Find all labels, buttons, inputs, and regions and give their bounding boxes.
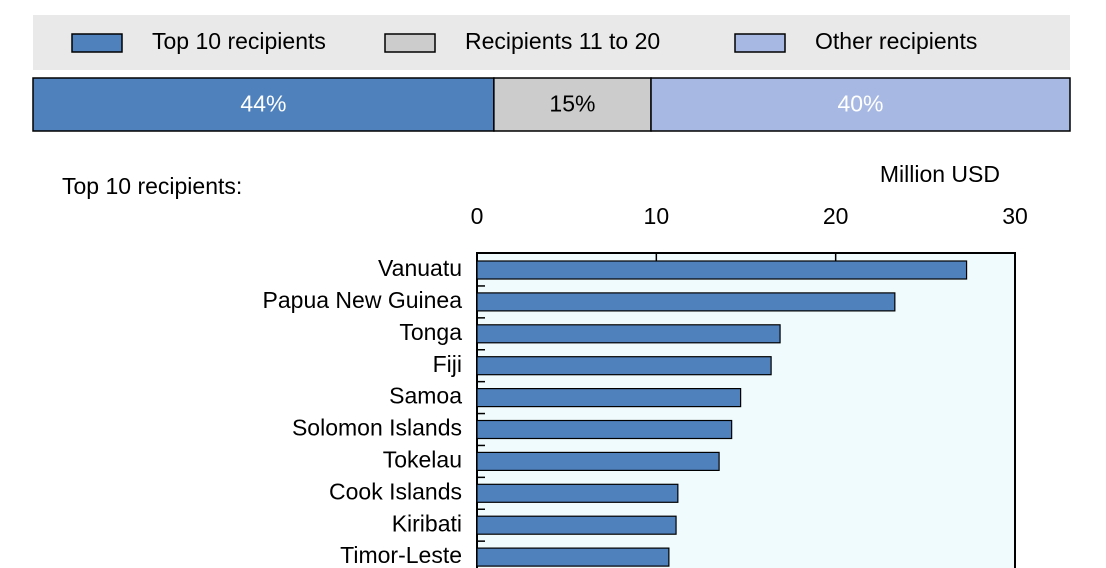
legend-label: Recipients 11 to 20 [465, 28, 660, 54]
y-tick-label: Cook Islands [329, 478, 462, 504]
x-tick-label: 20 [823, 203, 849, 229]
bar [476, 292, 896, 312]
y-tick-label: Solomon Islands [292, 415, 462, 441]
share-segment [650, 77, 1071, 132]
y-tick-label: Fiji [433, 351, 462, 377]
y-tick-label: Kiribati [392, 510, 462, 536]
x-tick-label: 30 [1002, 203, 1028, 229]
y-tick-label: Papua New Guinea [263, 287, 463, 313]
axis-label: Million USD [880, 161, 1000, 187]
bar [476, 419, 733, 440]
bar [476, 515, 677, 535]
legend-label: Top 10 recipients [152, 28, 326, 54]
bar [476, 451, 720, 471]
bar [476, 388, 742, 408]
segment-label: 15% [549, 91, 595, 117]
y-tick-label: Tonga [399, 319, 462, 345]
chart-title: Top 10 recipients: [62, 173, 242, 199]
share-segment [32, 77, 495, 132]
legend-label: Other recipients [815, 28, 977, 54]
x-tick-label: 0 [471, 203, 484, 229]
share-segment [493, 77, 652, 132]
bar [476, 547, 670, 567]
legend-swatch [71, 33, 123, 53]
bar [476, 260, 968, 280]
bar [476, 483, 679, 503]
legend-swatch [384, 33, 436, 53]
x-tick-label: 10 [644, 203, 670, 229]
segment-label: 40% [837, 91, 883, 117]
y-tick-label: Timor-Leste [340, 542, 462, 568]
legend-background [33, 15, 1070, 70]
y-tick-label: Vanuatu [378, 255, 462, 281]
y-tick-label: Tokelau [383, 446, 462, 472]
legend-swatch [734, 33, 786, 53]
bar [476, 324, 781, 344]
bar [476, 356, 772, 376]
segment-label: 44% [240, 91, 286, 117]
y-tick-label: Samoa [389, 383, 462, 409]
